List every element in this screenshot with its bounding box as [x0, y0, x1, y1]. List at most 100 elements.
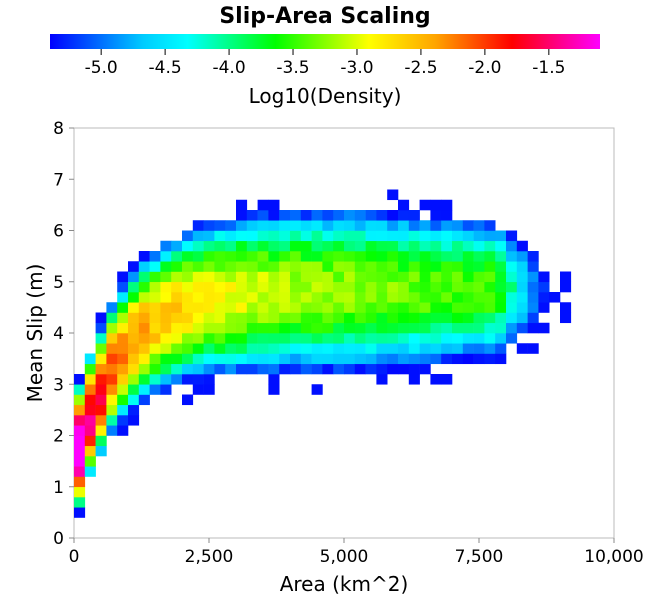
- heatmap-cell: [419, 230, 431, 242]
- heatmap-cell: [408, 261, 420, 272]
- heatmap-cell: [516, 343, 528, 354]
- heatmap-cell: [117, 384, 129, 395]
- heatmap-cell: [149, 302, 161, 313]
- heatmap-cell: [462, 322, 474, 334]
- heatmap-cell: [74, 456, 86, 467]
- heatmap-cell: [344, 312, 356, 324]
- heatmap-cell: [322, 333, 334, 344]
- heatmap-cell: [182, 394, 194, 406]
- heatmap-cell: [182, 261, 194, 272]
- heatmap-cell: [95, 445, 107, 457]
- heatmap-cell: [300, 353, 312, 365]
- heatmap-cell: [365, 312, 377, 324]
- colorbar-tick-label: -3.5: [276, 58, 309, 78]
- colorbar-tick-label: -4.5: [149, 58, 182, 78]
- heatmap-cell: [117, 271, 129, 283]
- heatmap-cell: [171, 374, 183, 385]
- heatmap-cell: [300, 333, 312, 344]
- heatmap-cell: [344, 302, 356, 313]
- heatmap-cell: [344, 363, 356, 375]
- heatmap-cell: [322, 322, 334, 334]
- heatmap-cell: [560, 302, 572, 313]
- heatmap-cell: [95, 353, 107, 365]
- colorbar-ticks: -5.0 -4.5 -4.0 -3.5 -3.0 -2.5 -2.0 -1.5: [85, 49, 565, 78]
- heatmap-cell: [495, 292, 507, 303]
- heatmap-cell: [408, 353, 420, 365]
- heatmap-cell: [344, 271, 356, 283]
- heatmap-cell: [419, 261, 431, 272]
- heatmap-cell: [160, 363, 172, 375]
- heatmap-cell: [128, 343, 140, 354]
- heatmap-cell: [365, 343, 377, 354]
- heatmap-cell: [203, 384, 215, 395]
- heatmap-cell: [203, 281, 215, 293]
- heatmap-cell: [203, 230, 215, 242]
- heatmap-cell: [527, 312, 539, 324]
- heatmap-cell: [106, 415, 118, 426]
- y-tick-label: 3: [53, 375, 64, 395]
- heatmap-cell: [473, 230, 485, 242]
- heatmap-cell: [171, 302, 183, 313]
- heatmap-cell: [257, 333, 269, 344]
- heatmap-cell: [279, 251, 291, 262]
- heatmap-cell: [138, 394, 150, 406]
- heatmap-cell: [441, 292, 453, 303]
- heatmap-cell: [160, 333, 172, 344]
- heatmap-cell: [257, 271, 269, 283]
- heatmap-cell: [527, 343, 539, 354]
- heatmap-cell: [311, 281, 323, 293]
- heatmap-cell: [387, 251, 399, 262]
- heatmap-cell: [408, 374, 420, 385]
- heatmap-cell: [311, 343, 323, 354]
- heatmap-cell: [473, 292, 485, 303]
- heatmap-cell: [203, 343, 215, 354]
- heatmap-cell: [268, 230, 280, 242]
- heatmap-cell: [300, 292, 312, 303]
- heatmap-cell: [300, 251, 312, 262]
- heatmap-cell: [441, 281, 453, 293]
- heatmap-cell: [560, 281, 572, 293]
- heatmap-cell: [408, 333, 420, 344]
- heatmap-cell: [74, 404, 86, 416]
- heatmap-cell: [128, 394, 140, 406]
- heatmap-cell: [408, 302, 420, 313]
- heatmap-cell: [484, 230, 496, 242]
- heatmap-cell: [128, 271, 140, 283]
- heatmap-cell: [257, 230, 269, 242]
- heatmap-cell: [419, 220, 431, 231]
- heatmap-cell: [419, 292, 431, 303]
- heatmap-cell: [192, 271, 204, 283]
- heatmap-cell: [106, 425, 118, 436]
- heatmap-cell: [290, 312, 302, 324]
- heatmap-cell: [365, 353, 377, 365]
- heatmap-cell: [257, 353, 269, 365]
- heatmap-cell: [473, 353, 485, 365]
- heatmap-cell: [160, 292, 172, 303]
- heatmap-cell: [430, 220, 442, 231]
- y-tick-label: 1: [53, 478, 64, 498]
- heatmap-cell: [290, 322, 302, 334]
- heatmap-cell: [495, 281, 507, 293]
- heatmap-cell: [279, 271, 291, 283]
- heatmap-cell: [462, 220, 474, 231]
- heatmap-cell: [225, 363, 237, 375]
- heatmap-cell: [538, 292, 550, 303]
- heatmap-cell: [182, 281, 194, 293]
- heatmap-cell: [452, 261, 464, 272]
- heatmap-cell: [192, 353, 204, 365]
- heatmap-cell: [452, 333, 464, 344]
- heatmap-cell: [441, 261, 453, 272]
- heatmap-cell: [279, 230, 291, 242]
- heatmap-cell: [365, 281, 377, 293]
- heatmap-cell: [171, 240, 183, 252]
- chart-title: Slip-Area Scaling: [219, 4, 430, 29]
- heatmap-cell: [495, 230, 507, 242]
- heatmap-cell: [182, 240, 194, 252]
- heatmap-cell: [160, 353, 172, 365]
- heatmap-cell: [257, 343, 269, 354]
- heatmap-cell: [441, 302, 453, 313]
- heatmap-cell: [376, 302, 388, 313]
- heatmap-cell: [138, 363, 150, 375]
- heatmap-cell: [495, 302, 507, 313]
- heatmap-cell: [398, 251, 410, 262]
